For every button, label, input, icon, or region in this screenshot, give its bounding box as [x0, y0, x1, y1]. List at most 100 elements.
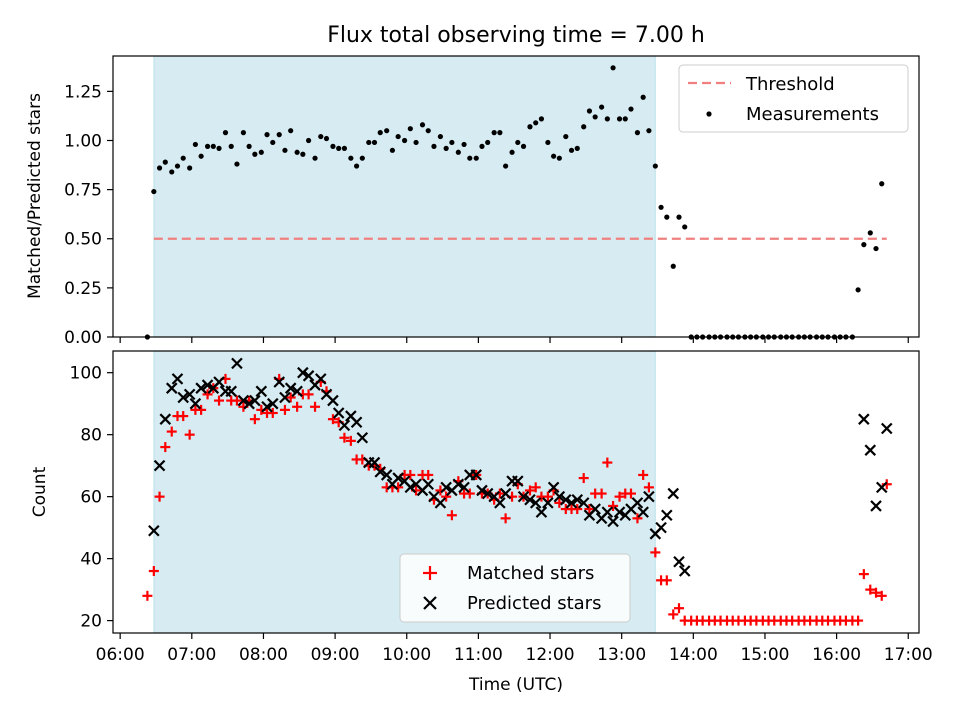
legend-matched-swatch — [423, 566, 437, 580]
measurement-point — [586, 108, 593, 114]
measurement-point — [300, 151, 306, 157]
predicted-star-point — [279, 391, 291, 404]
predicted-star-point — [542, 497, 554, 509]
matched-star-point — [500, 513, 511, 524]
matched-star-point — [292, 401, 303, 412]
predicted-star-points — [148, 357, 893, 577]
x-tick-label: 16:00 — [812, 645, 861, 665]
predicted-star-point — [547, 481, 560, 494]
measurement-point — [264, 132, 270, 138]
predicted-star-point — [870, 500, 882, 512]
matched-star-point — [441, 491, 452, 502]
measurement-point — [336, 145, 342, 151]
predicted-star-point — [631, 497, 644, 509]
measurement-point — [622, 116, 628, 122]
y-tick-label: 0.00 — [64, 328, 102, 348]
measurement-point — [509, 149, 515, 155]
predicted-star-point — [201, 379, 214, 391]
predicted-star-point — [529, 497, 542, 509]
predicted-star-point — [535, 506, 548, 518]
measurement-point — [574, 145, 580, 151]
measurement-point — [568, 147, 575, 153]
matched-star-point — [638, 469, 649, 480]
matched-star-point — [160, 442, 171, 453]
measurement-point — [389, 147, 396, 153]
predicted-star-point — [499, 487, 512, 500]
predicted-star-point — [494, 497, 506, 509]
measurement-point — [455, 149, 461, 155]
x-tick-label: 12:00 — [526, 645, 575, 665]
measurement-point — [276, 132, 282, 138]
matched-star-point — [267, 407, 278, 418]
measurement-point — [461, 141, 467, 148]
measurement-point — [288, 128, 294, 134]
matched-star-point — [345, 435, 356, 446]
matched-star-point — [303, 389, 314, 400]
matched-star-point — [327, 414, 338, 425]
measurement-point — [664, 214, 670, 220]
matched-star-point — [405, 469, 416, 480]
matched-star-point — [673, 603, 684, 614]
matched-star-point — [166, 426, 177, 437]
matched-star-point — [643, 482, 654, 493]
predicted-star-point — [440, 481, 452, 494]
measurement-point — [210, 143, 216, 149]
matched-star-point — [572, 504, 583, 515]
predicted-star-point — [165, 382, 178, 394]
measurement-point — [228, 143, 234, 149]
measurement-point — [640, 94, 646, 100]
measurement-point — [216, 145, 222, 151]
predicted-star-point — [297, 366, 309, 379]
predicted-star-point — [392, 472, 404, 484]
predicted-star-point — [404, 481, 417, 494]
x-tick-label: 17:00 — [884, 645, 933, 665]
predicted-star-point — [613, 506, 626, 518]
measurement-point — [503, 163, 509, 169]
bottom-axes-frame — [112, 350, 920, 634]
measurement-point — [867, 230, 873, 236]
predicted-star-point — [380, 469, 393, 481]
measurement-point — [252, 151, 258, 157]
predicted-star-point — [643, 490, 655, 503]
predicted-star-point — [291, 385, 303, 398]
measurement-point — [628, 106, 634, 112]
measurement-point — [652, 163, 658, 169]
matched-star-point — [148, 566, 159, 577]
measurement-point — [616, 116, 623, 122]
predicted-star-point — [255, 385, 268, 398]
measurement-point — [395, 133, 401, 140]
matched-star-point — [542, 491, 553, 502]
matched-star-point — [530, 482, 541, 493]
measurement-point — [855, 287, 861, 293]
matched-star-point — [214, 395, 225, 406]
bottom-legend-box — [399, 553, 631, 623]
predicted-star-point — [864, 444, 877, 456]
measurement-point — [282, 147, 288, 153]
measurement-point — [670, 263, 676, 269]
predicted-star-point — [678, 565, 691, 577]
measurement-point — [305, 137, 312, 144]
measurement-point — [449, 139, 455, 146]
predicted-star-point — [476, 484, 488, 497]
bottom-x-axis-label: Time (UTC) — [468, 675, 563, 695]
measurement-point — [366, 139, 372, 146]
predicted-star-point — [338, 419, 351, 432]
measurement-point — [180, 155, 186, 161]
measurement-point — [485, 139, 491, 146]
predicted-star-point — [350, 416, 363, 429]
measurement-point — [359, 155, 365, 161]
measurement-point — [419, 122, 426, 128]
predicted-star-point — [243, 397, 255, 410]
predicted-star-point — [481, 487, 494, 500]
matched-star-point — [632, 513, 643, 524]
x-tick-label: 13:00 — [597, 645, 646, 665]
x-tick-label: 15:00 — [740, 645, 789, 665]
matched-star-point — [602, 457, 613, 468]
top-legend-box — [678, 64, 909, 133]
measurement-point — [479, 143, 485, 149]
matched-star-point — [876, 590, 887, 601]
legend-measurements-label: Measurements — [746, 104, 879, 125]
x-tick-label: 09:00 — [311, 645, 360, 665]
predicted-star-point — [374, 466, 387, 478]
x-tick-label: 08:00 — [239, 645, 288, 665]
